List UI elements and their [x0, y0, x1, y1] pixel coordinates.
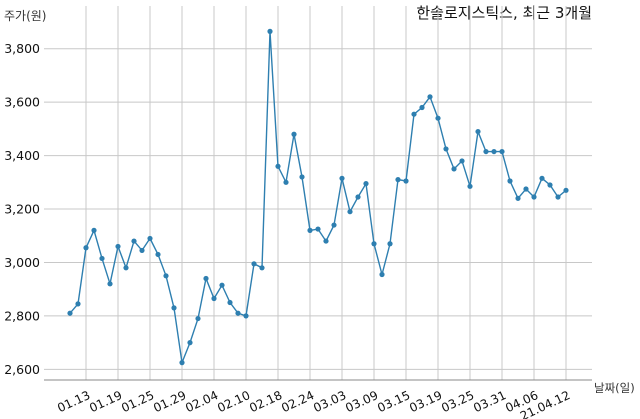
data-point [251, 261, 257, 267]
x-tick-label: 03.09 [343, 388, 380, 415]
data-point [107, 281, 113, 287]
data-point [267, 28, 273, 34]
data-point [395, 177, 401, 183]
data-point [275, 163, 281, 169]
x-tick-labels: 01.1301.1901.2501.2902.0402.1002.1802.24… [55, 388, 572, 419]
y-tick-label: 3,600 [4, 95, 40, 110]
data-point [259, 265, 265, 271]
series-line [69, 31, 567, 366]
data-point [515, 195, 521, 201]
x-tick-label: 03.03 [311, 388, 348, 415]
data-point [75, 301, 81, 307]
data-point [443, 146, 449, 152]
y-tick-label: 3,000 [4, 255, 40, 270]
data-point [347, 209, 353, 215]
data-point [411, 111, 417, 117]
data-point [539, 175, 545, 181]
data-point [331, 222, 337, 228]
data-point [523, 186, 529, 192]
data-point [323, 238, 329, 244]
data-point [99, 255, 105, 262]
price-series [67, 28, 569, 366]
data-point [555, 194, 561, 200]
x-tick-label: 03.25 [439, 388, 476, 415]
x-tick-label: 02.04 [183, 388, 220, 415]
data-point [451, 166, 457, 172]
y-tick-label: 2,600 [4, 362, 40, 377]
data-point [147, 235, 153, 242]
data-point [203, 275, 209, 282]
x-axis-label: 날짜(일) [594, 381, 635, 395]
data-point [179, 360, 185, 366]
data-point [363, 181, 369, 187]
data-point [491, 148, 497, 155]
y-tick-labels: 2,600 2,800 3,000 3,200 3,400 3,600 3,800 [4, 41, 40, 377]
data-point [339, 175, 345, 181]
data-point [123, 265, 129, 271]
data-point [387, 241, 393, 247]
data-point [547, 182, 553, 188]
x-tick-label: 03.19 [407, 388, 444, 415]
grid-lines [44, 6, 592, 380]
y-tick-label: 2,800 [4, 308, 40, 323]
x-tick-label: 02.24 [279, 388, 316, 415]
data-point [155, 251, 161, 258]
data-point [499, 148, 505, 155]
data-point [467, 183, 473, 189]
y-tick-label: 3,800 [4, 41, 40, 56]
y-tick-label: 3,400 [4, 148, 40, 163]
data-point [131, 238, 137, 244]
x-tick-label: 02.18 [247, 388, 284, 415]
data-point [171, 305, 177, 311]
data-point [139, 247, 145, 254]
data-point [475, 128, 481, 135]
data-point [563, 187, 569, 193]
data-point [227, 299, 233, 306]
chart-title: 한솔로지스틱스, 최근 3개월 [416, 4, 592, 22]
data-point [531, 194, 537, 200]
data-point [291, 131, 297, 137]
x-tick-label: 03.15 [375, 388, 412, 415]
data-point [299, 174, 305, 180]
x-tick-label: 01.29 [151, 388, 188, 415]
data-point [235, 310, 241, 316]
y-axis-label: 주가(원) [4, 9, 46, 23]
x-tick-label: 02.10 [215, 388, 252, 415]
data-point [315, 226, 321, 232]
data-point [403, 178, 409, 184]
data-point [195, 315, 201, 322]
data-point [371, 241, 377, 247]
data-point [307, 227, 313, 233]
data-point [435, 115, 441, 121]
data-point [115, 243, 121, 250]
x-tick-label: 01.13 [55, 388, 92, 415]
data-point [187, 340, 193, 346]
data-point [355, 194, 361, 200]
x-tick-label: 03.31 [471, 388, 508, 415]
data-point [83, 245, 89, 251]
data-point [379, 271, 385, 278]
data-point [283, 179, 289, 185]
data-point [427, 94, 433, 100]
y-tick-label: 3,200 [4, 202, 40, 217]
data-point [91, 227, 97, 233]
data-point [483, 148, 489, 155]
x-tick-label: 01.19 [87, 388, 124, 415]
x-tick-label: 01.25 [119, 388, 156, 415]
data-point [243, 313, 249, 319]
data-point [219, 282, 225, 288]
data-point [507, 178, 513, 184]
data-point [67, 310, 73, 316]
data-point [211, 295, 217, 302]
data-point [419, 104, 425, 111]
data-point [459, 158, 465, 164]
data-point [163, 273, 169, 279]
